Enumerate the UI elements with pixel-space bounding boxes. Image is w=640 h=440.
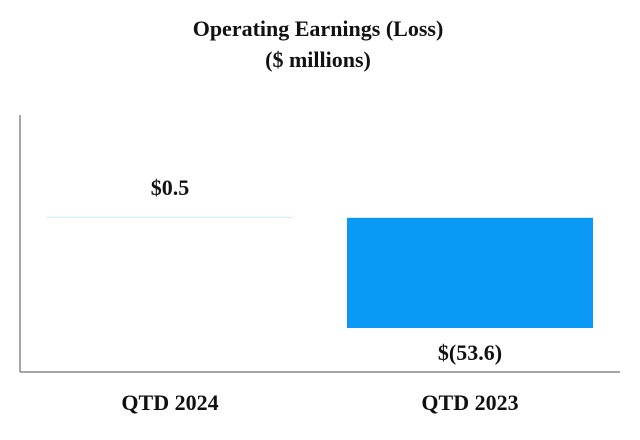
bar xyxy=(347,217,593,329)
bar xyxy=(47,216,293,218)
value-label: $0.5 xyxy=(151,175,190,200)
chart-subtitle: ($ millions) xyxy=(265,47,371,72)
x-tick-label: QTD 2024 xyxy=(121,390,218,415)
value-label: $(53.6) xyxy=(438,340,502,365)
x-tick-label: QTD 2023 xyxy=(421,390,518,415)
chart-title: Operating Earnings (Loss) xyxy=(193,16,444,41)
